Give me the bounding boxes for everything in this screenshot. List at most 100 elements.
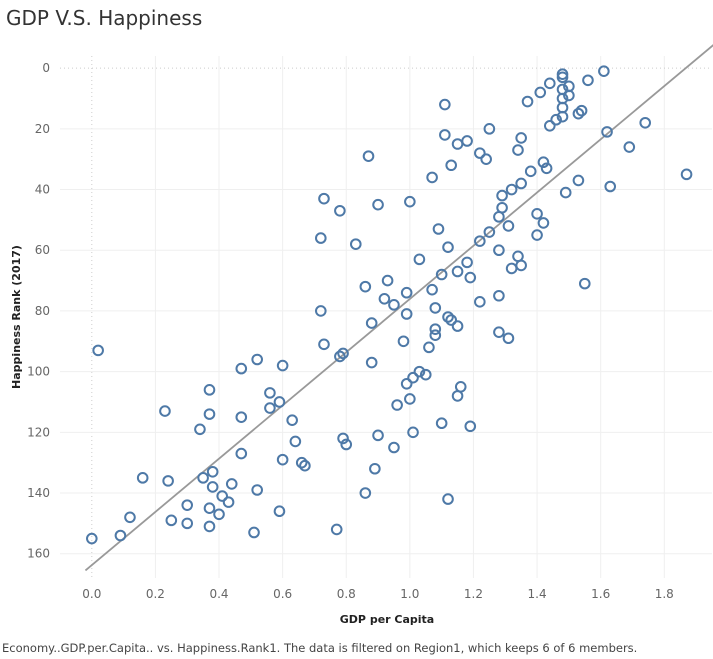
data-point[interactable] [235,411,248,423]
data-point[interactable] [556,110,569,123]
data-point[interactable] [203,502,216,514]
data-point[interactable] [442,311,454,323]
data-point[interactable] [381,274,394,287]
data-point[interactable] [181,499,194,511]
data-point[interactable] [540,162,553,175]
data-point[interactable] [315,232,327,244]
data-point[interactable] [423,341,435,354]
data-point[interactable] [337,432,349,445]
data-point[interactable] [159,405,171,417]
data-point[interactable] [407,426,419,439]
data-point[interactable] [273,505,286,518]
data-point[interactable] [365,356,378,369]
data-point[interactable] [572,174,585,187]
data-point[interactable] [435,417,448,430]
data-point[interactable] [623,141,636,153]
data-point[interactable] [543,77,556,90]
data-point[interactable] [575,104,588,117]
data-point[interactable] [264,402,276,414]
data-point[interactable] [502,220,515,232]
data-point[interactable] [216,490,229,502]
data-point[interactable] [276,359,289,372]
data-point[interactable] [391,399,403,411]
data-point[interactable] [235,447,248,460]
data-point[interactable] [203,520,216,533]
data-point[interactable] [598,65,610,77]
data-point[interactable] [493,211,505,223]
data-point[interactable] [550,113,562,126]
data-point[interactable] [400,377,413,390]
data-point[interactable] [213,508,225,521]
data-point[interactable] [464,271,477,284]
data-point[interactable] [426,283,438,296]
data-point[interactable] [388,441,400,454]
data-point[interactable] [92,344,104,357]
data-point[interactable] [378,292,391,305]
data-point[interactable] [251,484,263,496]
data-point[interactable] [299,459,311,472]
data-point[interactable] [349,238,362,250]
data-point[interactable] [426,171,438,184]
data-point[interactable] [445,314,458,326]
data-point[interactable] [474,235,486,247]
data-point[interactable] [559,186,572,199]
data-point[interactable] [162,475,174,487]
data-point[interactable] [442,241,454,253]
data-point[interactable] [512,144,524,156]
data-point[interactable] [534,86,547,99]
data-point[interactable] [439,129,451,141]
data-point[interactable] [572,107,585,120]
data-point[interactable] [194,423,206,436]
data-point[interactable] [537,217,550,229]
data-point[interactable] [474,147,486,159]
data-point[interactable] [505,183,518,196]
data-point[interactable] [372,429,384,442]
data-point[interactable] [203,408,216,420]
data-point[interactable] [531,229,543,241]
data-point[interactable] [483,226,496,238]
data-point[interactable] [225,478,238,490]
data-point[interactable] [86,532,98,545]
data-point[interactable] [461,135,473,147]
data-point[interactable] [429,323,442,335]
data-point[interactable] [114,529,127,542]
data-point[interactable] [563,89,575,102]
data-point[interactable] [400,308,413,320]
data-point[interactable] [397,335,410,348]
data-point[interactable] [286,414,298,426]
data-point[interactable] [483,123,496,135]
data-point[interactable] [451,265,464,278]
data-point[interactable] [435,268,448,281]
data-point[interactable] [318,338,330,351]
data-point[interactable] [372,198,384,211]
data-point[interactable] [451,320,464,332]
data-point[interactable] [235,362,248,375]
data-point[interactable] [502,332,515,345]
data-point[interactable] [493,326,505,338]
data-point[interactable] [429,302,442,314]
data-point[interactable] [493,244,505,257]
data-point[interactable] [442,493,454,505]
data-point[interactable] [404,195,416,208]
data-point[interactable] [273,396,286,408]
data-point[interactable] [289,435,302,448]
data-point[interactable] [515,259,527,272]
data-point[interactable] [464,420,477,433]
data-point[interactable] [359,487,372,499]
data-point[interactable] [429,329,442,342]
data-point[interactable] [515,177,527,190]
data-point[interactable] [124,511,136,524]
data-point[interactable] [136,472,149,484]
data-point[interactable] [365,317,378,329]
data-point[interactable] [330,523,343,536]
data-point[interactable] [524,165,537,178]
data-point[interactable] [276,453,289,466]
data-point[interactable] [388,299,400,311]
data-point[interactable] [639,116,652,129]
data-point[interactable] [165,514,178,527]
data-point[interactable] [543,120,556,132]
data-point[interactable] [315,305,327,317]
data-point[interactable] [439,98,451,111]
data-point[interactable] [251,353,263,366]
data-point[interactable] [203,384,216,396]
